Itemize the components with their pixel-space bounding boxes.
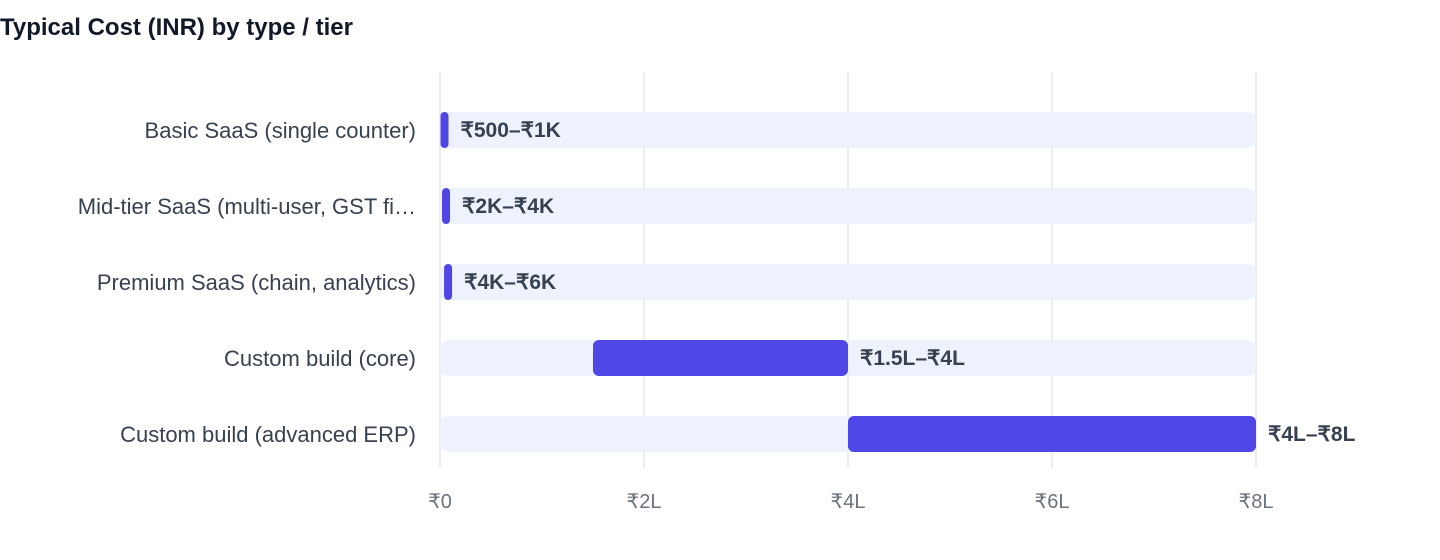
x-tick-label-1: ₹2L [627, 491, 662, 513]
value-label-3: ₹1.5L–₹4L [860, 347, 965, 370]
bar-track-1 [440, 188, 1256, 224]
value-label-0: ₹500–₹1K [461, 119, 561, 142]
value-label-4: ₹4L–₹8L [1268, 423, 1356, 446]
category-label-1: Mid-tier SaaS (multi-user, GST fi… [78, 194, 416, 219]
category-label-3: Custom build (core) [224, 346, 416, 371]
chart-title: Typical Cost (INR) by type / tier [0, 14, 353, 41]
bar-1 [442, 188, 451, 224]
x-tick-label-0: ₹0 [428, 491, 452, 513]
value-label-2: ₹4K–₹6K [464, 271, 556, 294]
bar-track-0 [440, 112, 1256, 148]
bar-2 [444, 264, 453, 300]
bar-3 [593, 340, 848, 376]
bar-0 [440, 112, 449, 148]
x-tick-label-3: ₹6L [1035, 491, 1070, 513]
category-label-2: Premium SaaS (chain, analytics) [97, 270, 416, 295]
value-label-1: ₹2K–₹4K [462, 195, 554, 218]
x-tick-label-4: ₹8L [1239, 491, 1274, 513]
bar-4 [848, 416, 1256, 452]
category-label-0: Basic SaaS (single counter) [145, 118, 416, 143]
category-label-4: Custom build (advanced ERP) [120, 422, 416, 447]
bar-track-2 [440, 264, 1256, 300]
x-tick-label-2: ₹4L [831, 491, 866, 513]
